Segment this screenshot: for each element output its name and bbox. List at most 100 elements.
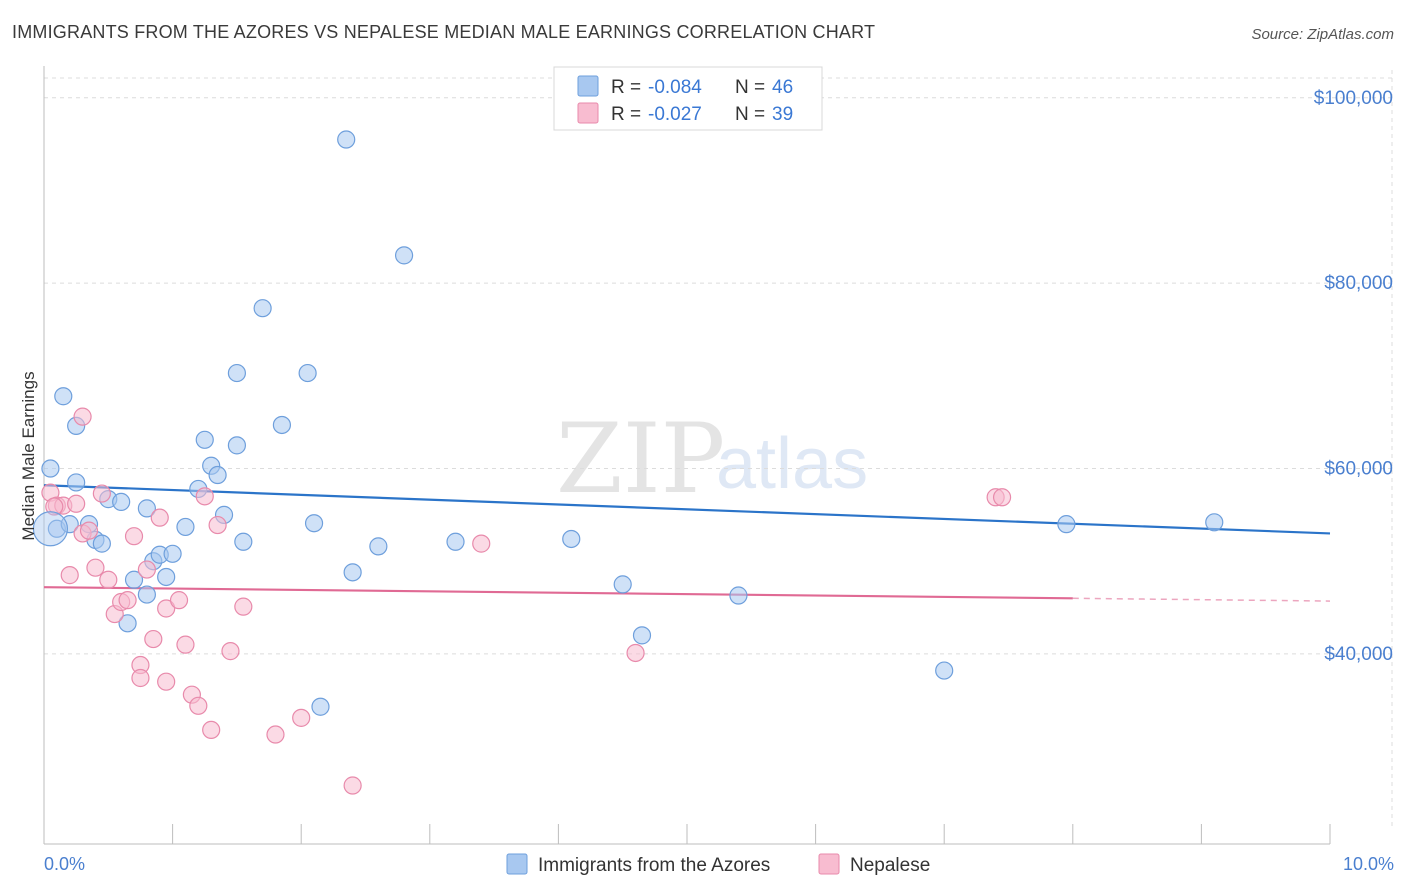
chart-source: Source: ZipAtlas.com <box>1251 26 1394 43</box>
azores-point-40 <box>613 575 632 594</box>
nepalese-point-23 <box>176 635 195 654</box>
azores-point-0 <box>41 459 60 478</box>
x-tick-label-right: 10.0% <box>1343 854 1394 874</box>
trend-lines <box>43 484 1331 602</box>
azores-point-2 <box>54 387 73 406</box>
nepalese-trend-line-extension <box>1072 597 1331 602</box>
chart-title: IMMIGRANTS FROM THE AZORES VS NEPALESE M… <box>12 22 875 42</box>
nepalese-point-31 <box>266 725 285 744</box>
nepalese-point-17 <box>137 560 156 579</box>
nepalese-point-14 <box>124 527 144 546</box>
azores-point-23 <box>208 465 227 485</box>
azores-point-34 <box>343 563 362 582</box>
legend-r-label-nepalese: R = <box>611 104 641 125</box>
azores-point-14 <box>137 499 156 518</box>
watermark-zip: ZIP <box>556 403 725 515</box>
azores-point-21 <box>195 430 214 449</box>
azores-point-12 <box>124 570 144 589</box>
azores-trend-line <box>43 484 1331 535</box>
azores-point-42 <box>729 586 748 605</box>
azores-point-33 <box>337 130 356 149</box>
nepalese-point-38 <box>45 497 64 516</box>
bottom-legend-label-azores: Immigrants from the Azores <box>538 855 770 876</box>
nepalese-point-9 <box>92 484 111 503</box>
nepalese-point-16 <box>131 668 150 688</box>
nepalese-point-18 <box>144 629 163 649</box>
legend-swatch-nepalese <box>577 102 599 124</box>
azores-point-45 <box>1205 513 1224 532</box>
nepalese-point-22 <box>169 591 189 610</box>
y-axis-label: Median Male Earnings <box>19 371 38 540</box>
legend-r-value-azores: -0.084 <box>648 77 702 98</box>
azores-point-18 <box>163 544 182 563</box>
azores-point-17 <box>157 567 176 587</box>
nepalese-point-8 <box>86 558 105 577</box>
azores-point-43 <box>935 661 954 680</box>
nepalese-point-19 <box>150 508 169 527</box>
nepalese-point-3 <box>60 566 79 585</box>
legend-n-label-azores: N = <box>735 77 765 98</box>
azores-point-29 <box>272 415 292 435</box>
nepalese-point-34 <box>472 534 491 553</box>
azores-point-10 <box>112 492 131 512</box>
watermark-atlas: atlas <box>716 424 868 504</box>
bottom-legend-label-nepalese: Nepalese <box>850 855 930 876</box>
azores-point-30 <box>298 363 317 383</box>
azores-point-41 <box>632 626 652 645</box>
bottom-legend-swatch-nepalese <box>818 853 840 875</box>
nepalese-point-7 <box>79 521 99 540</box>
nepalese-point-28 <box>208 515 227 535</box>
watermark: ZIP atlas <box>556 403 868 515</box>
nepalese-point-33 <box>343 776 362 795</box>
azores-point-35 <box>369 537 388 556</box>
nepalese-point-13 <box>118 591 137 610</box>
azores-point-11 <box>118 614 137 633</box>
azores-point-27 <box>234 532 253 551</box>
nepalese-point-25 <box>189 696 208 715</box>
azores-point-36 <box>394 246 414 265</box>
azores-point-8 <box>92 534 111 553</box>
nepalese-point-20 <box>157 672 176 691</box>
y-tick-label-0: $40,000 <box>1324 644 1393 665</box>
azores-point-25 <box>227 436 246 455</box>
nepalese-point-29 <box>221 642 240 661</box>
y-tick-labels: $40,000 $60,000 $80,000 $100,000 <box>1314 88 1393 665</box>
nepalese-trend-line <box>43 586 1073 600</box>
axes <box>43 66 1331 845</box>
azores-point-31 <box>304 514 324 533</box>
nepalese-point-27 <box>202 720 221 740</box>
legend-n-value-azores: 46 <box>772 77 793 98</box>
nepalese-point-30 <box>234 597 253 616</box>
legend-n-label-nepalese: N = <box>735 104 765 125</box>
azores-point-large <box>32 511 69 547</box>
legend-r-label-azores: R = <box>611 77 641 98</box>
azores-point-19 <box>176 517 195 537</box>
stats-legend-box <box>553 66 823 131</box>
azores-point-44 <box>1057 515 1076 534</box>
azores-point-37 <box>446 532 465 551</box>
stats-legend: R = -0.084 N = 46 R = -0.027 N = 39 <box>553 66 823 131</box>
nepalese-point-35 <box>626 643 645 663</box>
azores-point-28 <box>253 299 272 318</box>
nepalese-point-6 <box>73 407 92 426</box>
y-tick-label-1: $60,000 <box>1324 459 1393 480</box>
azores-point-13 <box>137 585 156 604</box>
azores-point-32 <box>311 697 330 716</box>
azores-point-5 <box>67 473 86 492</box>
x-tick-label-left: 0.0% <box>44 854 85 874</box>
nepalese-point-37 <box>992 488 1012 507</box>
y-tick-label-2: $80,000 <box>1324 273 1393 294</box>
nepalese-point-10 <box>99 570 118 589</box>
azores-point-26 <box>227 363 246 383</box>
bottom-legend-swatch-azores <box>506 853 528 875</box>
nepalese-point-21 <box>157 599 176 618</box>
legend-swatch-azores <box>577 75 599 97</box>
nepalese-point-4 <box>67 494 86 513</box>
y-tick-label-3: $100,000 <box>1314 88 1393 109</box>
nepalese-point-32 <box>292 708 311 727</box>
nepalese-point-26 <box>195 487 214 506</box>
bottom-legend: Immigrants from the Azores Nepalese <box>506 853 930 876</box>
legend-r-value-nepalese: -0.027 <box>648 104 702 125</box>
legend-n-value-nepalese: 39 <box>772 104 793 125</box>
